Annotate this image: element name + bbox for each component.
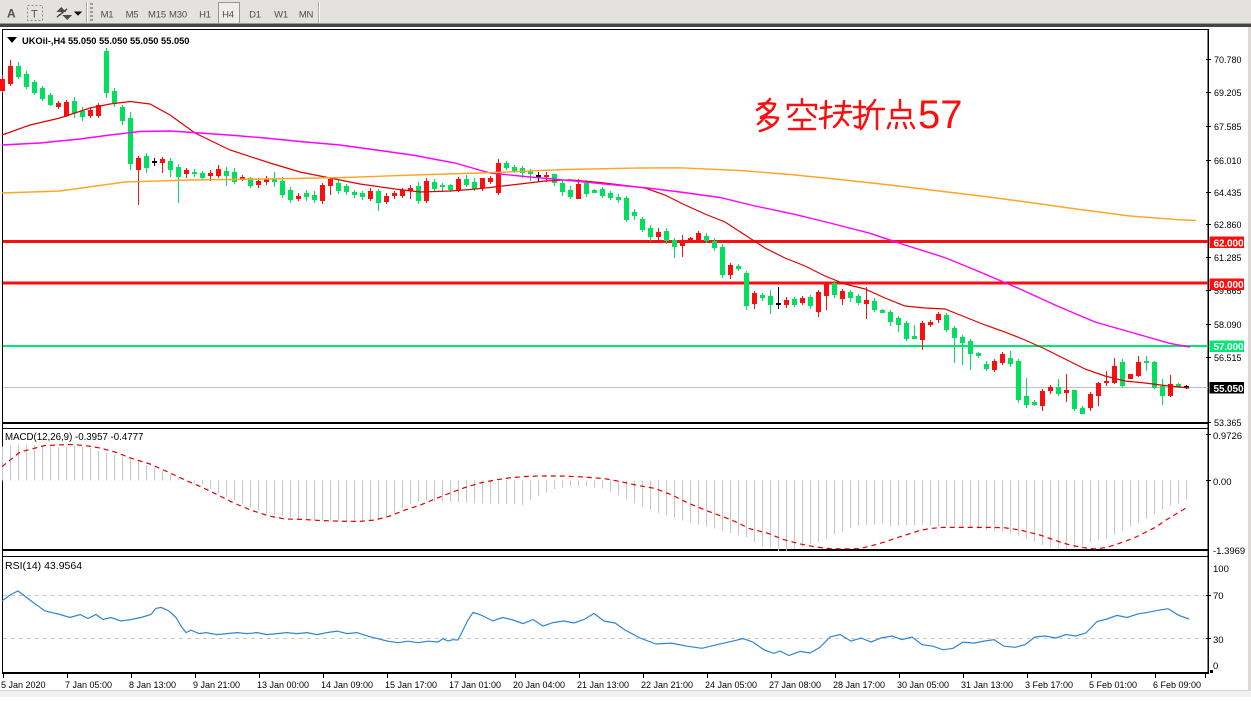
- svg-text:24 Jan 05:00: 24 Jan 05:00: [705, 680, 757, 690]
- svg-text:67.585: 67.585: [1214, 122, 1242, 132]
- svg-text:W1: W1: [274, 10, 288, 21]
- svg-text:27 Jan 08:00: 27 Jan 08:00: [769, 680, 821, 690]
- svg-text:57.000: 57.000: [1214, 342, 1244, 353]
- svg-text:MACD(12,26,9) -0.3957 -0.4777: MACD(12,26,9) -0.3957 -0.4777: [5, 432, 143, 443]
- svg-text:21 Jan 13:00: 21 Jan 13:00: [577, 680, 629, 690]
- svg-text:M1: M1: [101, 10, 114, 21]
- svg-text:62.000: 62.000: [1214, 238, 1244, 249]
- svg-text:5 Feb 01:00: 5 Feb 01:00: [1089, 680, 1137, 690]
- svg-text:31 Jan 13:00: 31 Jan 13:00: [961, 680, 1013, 690]
- svg-text:UKOil-,H4 55.050 55.050 55.05: UKOil-,H4 55.050 55.050 55.050 55.050: [22, 36, 189, 46]
- svg-text:57: 57: [918, 93, 963, 137]
- svg-text:8 Jan 13:00: 8 Jan 13:00: [129, 680, 176, 690]
- svg-text:0.9726: 0.9726: [1213, 431, 1242, 442]
- svg-text:58.090: 58.090: [1214, 320, 1242, 330]
- svg-text:6 Feb 09:00: 6 Feb 09:00: [1153, 680, 1201, 690]
- svg-text:3 Feb 17:00: 3 Feb 17:00: [1025, 680, 1073, 690]
- svg-text:14 Jan 09:00: 14 Jan 09:00: [321, 680, 373, 690]
- svg-text:64.435: 64.435: [1214, 188, 1242, 198]
- svg-text:M30: M30: [169, 10, 187, 21]
- svg-text:30 Jan 05:00: 30 Jan 05:00: [897, 680, 949, 690]
- svg-text:M5: M5: [126, 10, 139, 21]
- svg-text:59.665: 59.665: [1214, 286, 1242, 296]
- svg-text:61.285: 61.285: [1214, 253, 1242, 263]
- svg-text:7 Jan 05:00: 7 Jan 05:00: [65, 680, 112, 690]
- svg-text:17 Jan 01:00: 17 Jan 01:00: [449, 680, 501, 690]
- svg-text:A: A: [7, 7, 16, 21]
- svg-text:RSI(14) 43.9564: RSI(14) 43.9564: [5, 560, 82, 572]
- svg-text:53.365: 53.365: [1214, 418, 1242, 428]
- svg-text:60.000: 60.000: [1214, 280, 1244, 291]
- svg-text:62.860: 62.860: [1214, 220, 1242, 230]
- svg-text:D1: D1: [249, 10, 261, 21]
- svg-text:T: T: [31, 9, 38, 21]
- svg-text:20 Jan 04:00: 20 Jan 04:00: [513, 680, 565, 690]
- svg-text:70: 70: [1213, 591, 1224, 602]
- svg-text:M15: M15: [148, 10, 166, 21]
- svg-text:30: 30: [1213, 635, 1224, 646]
- svg-text:70.780: 70.780: [1214, 55, 1242, 65]
- svg-text:100: 100: [1213, 564, 1229, 575]
- svg-text:69.205: 69.205: [1214, 88, 1242, 98]
- svg-text:5 Jan 2020: 5 Jan 2020: [1, 680, 46, 690]
- svg-text:0: 0: [1213, 661, 1218, 672]
- svg-text:66.010: 66.010: [1214, 156, 1242, 166]
- svg-text:22 Jan 21:00: 22 Jan 21:00: [641, 680, 693, 690]
- svg-text:0.00: 0.00: [1213, 477, 1232, 488]
- svg-text:28 Jan 17:00: 28 Jan 17:00: [833, 680, 885, 690]
- svg-text:56.515: 56.515: [1214, 353, 1242, 363]
- svg-text:55.050: 55.050: [1214, 384, 1244, 395]
- svg-text:15 Jan 17:00: 15 Jan 17:00: [385, 680, 437, 690]
- svg-text:13 Jan 00:00: 13 Jan 00:00: [257, 680, 309, 690]
- svg-text:H1: H1: [199, 10, 211, 21]
- svg-text:MN: MN: [299, 10, 314, 21]
- svg-text:H4: H4: [222, 10, 234, 21]
- svg-text:-1.3969: -1.3969: [1213, 546, 1245, 557]
- svg-text:9 Jan 21:00: 9 Jan 21:00: [193, 680, 240, 690]
